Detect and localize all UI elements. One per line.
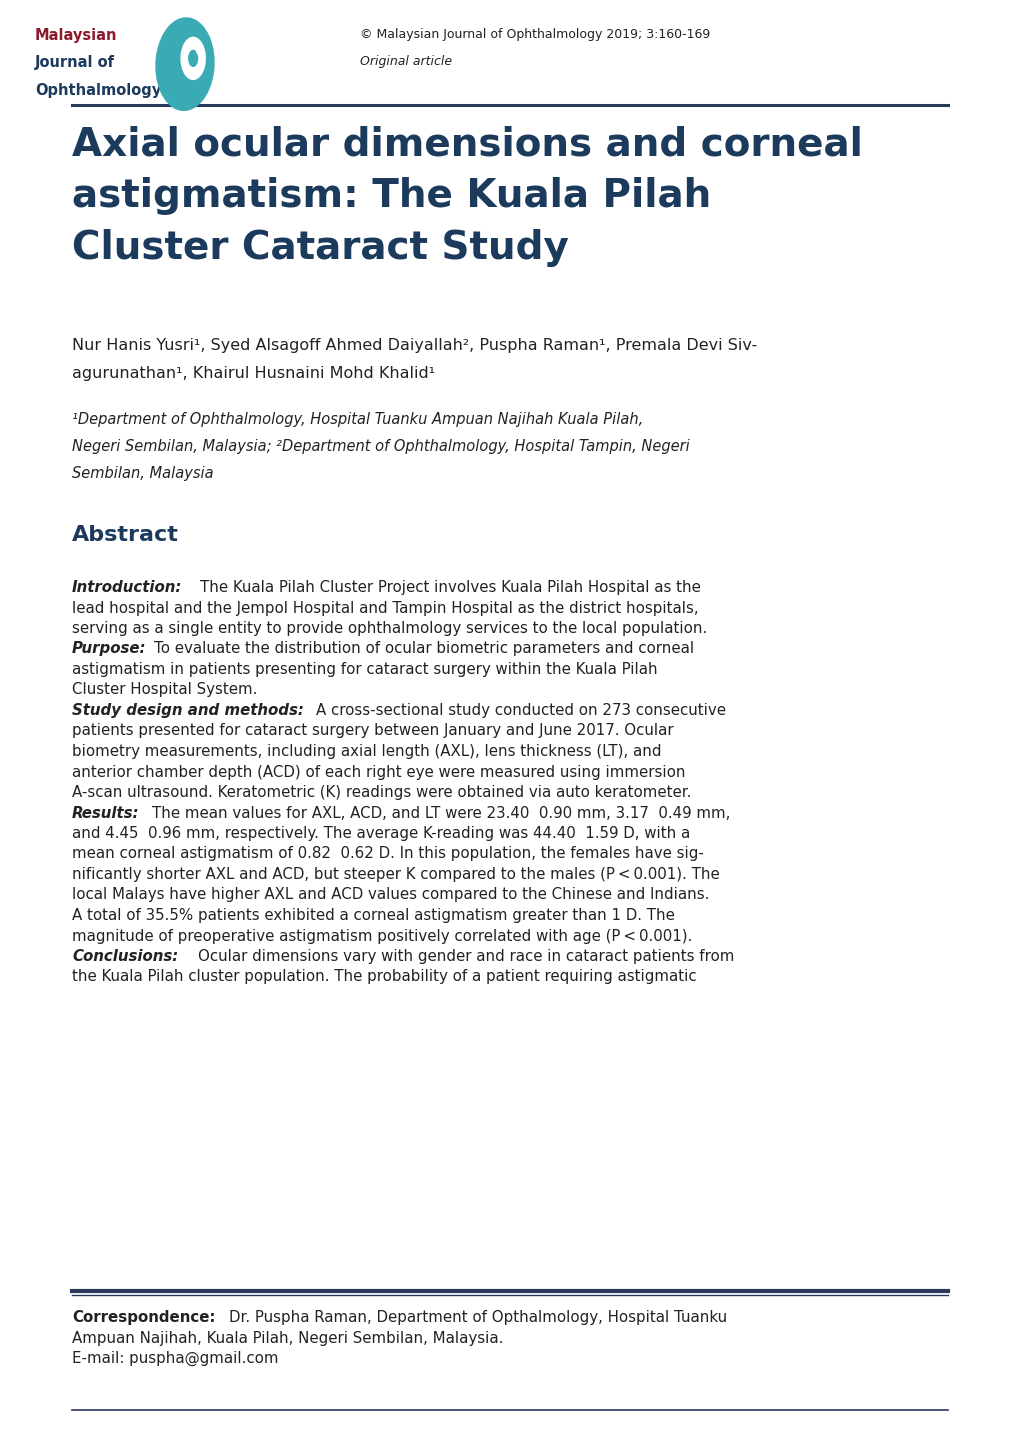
Text: biometry measurements, including axial length (AXL), lens thickness (LT), and: biometry measurements, including axial l… [72, 744, 661, 760]
Text: patients presented for cataract surgery between January and June 2017. Ocular: patients presented for cataract surgery … [72, 724, 673, 738]
Text: Study design and methods:: Study design and methods: [72, 703, 304, 718]
Text: anterior chamber depth (ACD) of each right eye were measured using immersion: anterior chamber depth (ACD) of each rig… [72, 764, 685, 780]
Text: Cluster Cataract Study: Cluster Cataract Study [72, 229, 569, 268]
Text: astigmatism in patients presenting for cataract surgery within the Kuala Pilah: astigmatism in patients presenting for c… [72, 661, 657, 677]
Text: Nur Hanis Yusri¹, Syed Alsagoff Ahmed Daiyallah², Puspha Raman¹, Premala Devi Si: Nur Hanis Yusri¹, Syed Alsagoff Ahmed Da… [72, 339, 756, 353]
Ellipse shape [196, 48, 200, 55]
Text: magnitude of preoperative astigmatism positively correlated with age (P < 0.001): magnitude of preoperative astigmatism po… [72, 929, 692, 943]
Text: mean corneal astigmatism of 0.82  0.62 D. In this population, the females have s: mean corneal astigmatism of 0.82 0.62 D.… [72, 846, 703, 861]
Text: local Malays have higher AXL and ACD values compared to the Chinese and Indians.: local Malays have higher AXL and ACD val… [72, 887, 708, 903]
Text: To evaluate the distribution of ocular biometric parameters and corneal: To evaluate the distribution of ocular b… [154, 641, 694, 657]
Text: A cross-sectional study conducted on 273 consecutive: A cross-sectional study conducted on 273… [316, 703, 726, 718]
Text: astigmatism: The Kuala Pilah: astigmatism: The Kuala Pilah [72, 177, 710, 216]
Text: Ocular dimensions vary with gender and race in cataract patients from: Ocular dimensions vary with gender and r… [198, 949, 734, 964]
Text: Purpose:: Purpose: [72, 641, 147, 657]
Text: serving as a single entity to provide ophthalmology services to the local popula: serving as a single entity to provide op… [72, 621, 706, 637]
Text: Ampuan Najihah, Kuala Pilah, Negeri Sembilan, Malaysia.: Ampuan Najihah, Kuala Pilah, Negeri Semb… [72, 1330, 503, 1346]
Text: A-scan ultrasound. Keratometric (K) readings were obtained via auto keratometer.: A-scan ultrasound. Keratometric (K) read… [72, 786, 691, 800]
Text: Malaysian: Malaysian [35, 27, 117, 43]
Text: E-mail: puspha@gmail.com: E-mail: puspha@gmail.com [72, 1351, 278, 1366]
Text: and 4.45  0.96 mm, respectively. The average K-reading was 44.40  1.59 D, with a: and 4.45 0.96 mm, respectively. The aver… [72, 826, 690, 841]
Ellipse shape [155, 17, 214, 111]
Text: lead hospital and the Jempol Hospital and Tampin Hospital as the district hospit: lead hospital and the Jempol Hospital an… [72, 601, 698, 615]
Text: Axial ocular dimensions and corneal: Axial ocular dimensions and corneal [72, 124, 862, 164]
Text: Cluster Hospital System.: Cluster Hospital System. [72, 683, 257, 697]
Text: The Kuala Pilah Cluster Project involves Kuala Pilah Hospital as the: The Kuala Pilah Cluster Project involves… [200, 580, 700, 595]
Text: The mean values for AXL, ACD, and LT were 23.40  0.90 mm, 3.17  0.49 mm,: The mean values for AXL, ACD, and LT wer… [152, 806, 730, 820]
Text: Dr. Puspha Raman, Department of Opthalmology, Hospital Tuanku: Dr. Puspha Raman, Department of Opthalmo… [229, 1310, 727, 1325]
Text: A total of 35.5% patients exhibited a corneal astigmatism greater than 1 D. The: A total of 35.5% patients exhibited a co… [72, 909, 675, 923]
Text: nificantly shorter AXL and ACD, but steeper K compared to the males (P < 0.001).: nificantly shorter AXL and ACD, but stee… [72, 867, 719, 883]
Text: Correspondence:: Correspondence: [72, 1310, 215, 1325]
Text: Results:: Results: [72, 806, 140, 820]
Text: Introduction:: Introduction: [72, 580, 182, 595]
Text: ¹Department of Ophthalmology, Hospital Tuanku Ampuan Najihah Kuala Pilah,: ¹Department of Ophthalmology, Hospital T… [72, 412, 643, 427]
Text: © Malaysian Journal of Ophthalmology 2019; 3:160-169: © Malaysian Journal of Ophthalmology 201… [360, 27, 709, 41]
Text: Original article: Original article [360, 55, 451, 68]
Text: Conclusions:: Conclusions: [72, 949, 178, 964]
Ellipse shape [180, 36, 206, 80]
Text: Abstract: Abstract [72, 525, 178, 546]
Text: Sembilan, Malaysia: Sembilan, Malaysia [72, 466, 213, 480]
Text: agurunathan¹, Khairul Husnaini Mohd Khalid¹: agurunathan¹, Khairul Husnaini Mohd Khal… [72, 366, 435, 381]
Text: the Kuala Pilah cluster population. The probability of a patient requiring astig: the Kuala Pilah cluster population. The … [72, 969, 696, 984]
Text: Journal of: Journal of [35, 55, 115, 71]
Text: Ophthalmology: Ophthalmology [35, 82, 161, 98]
Text: Negeri Sembilan, Malaysia; ²Department of Ophthalmology, Hospital Tampin, Negeri: Negeri Sembilan, Malaysia; ²Department o… [72, 438, 689, 454]
Ellipse shape [187, 49, 198, 67]
